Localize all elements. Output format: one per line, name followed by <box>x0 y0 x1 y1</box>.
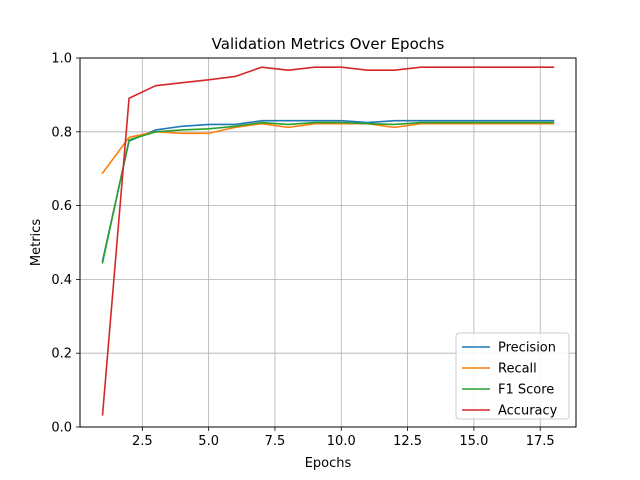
y-tick-label: 0.0 <box>51 421 72 436</box>
y-tick-label: 0.8 <box>51 125 72 140</box>
legend-label: Precision <box>498 341 556 356</box>
y-tick-label: 0.2 <box>51 347 72 362</box>
series-layer <box>101 66 555 416</box>
series-line-accuracy <box>101 66 555 416</box>
legend-box <box>455 332 570 420</box>
legend-label: F1 Score <box>498 383 554 398</box>
series-line-precision <box>101 119 555 262</box>
y-axis-label: Metrics <box>29 219 44 266</box>
series-line-recall <box>101 122 555 175</box>
x-tick-label: 12.5 <box>393 434 422 449</box>
x-axis-label: Epochs <box>305 456 352 471</box>
y-tick-label: 0.4 <box>51 273 72 288</box>
y-tick-label: 0.6 <box>51 199 72 214</box>
x-tick-label: 15.0 <box>459 434 488 449</box>
plot-frame <box>79 57 577 428</box>
x-tick-label: 10.0 <box>327 434 356 449</box>
legend: Precision Recall F1 Score Accuracy <box>455 332 570 420</box>
legend-label: Accuracy <box>498 404 558 419</box>
series-line-f1-score <box>101 121 555 264</box>
x-tick-label: 17.5 <box>526 434 555 449</box>
chart-title: Validation Metrics Over Epochs <box>212 35 445 53</box>
x-tick-label: 5.0 <box>198 434 219 449</box>
y-tick-label: 1.0 <box>51 52 72 67</box>
x-tick-label: 7.5 <box>265 434 286 449</box>
legend-label: Recall <box>498 362 537 377</box>
y-axis-ticks: 0.0 0.2 0.4 0.6 0.8 1.0 <box>51 52 80 436</box>
x-axis-ticks: 2.5 5.0 7.5 10.0 12.5 15.0 17.5 <box>132 427 555 449</box>
x-tick-label: 2.5 <box>132 434 153 449</box>
